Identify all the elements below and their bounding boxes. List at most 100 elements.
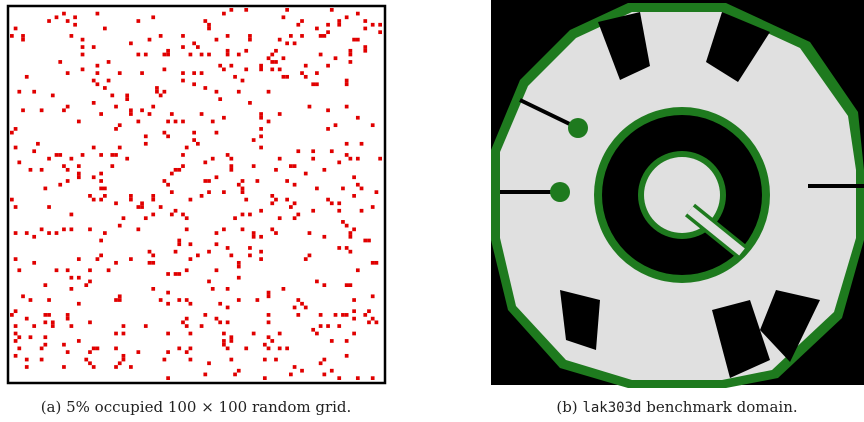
occupied-cell [374,190,379,194]
occupied-cell [266,89,271,94]
occupied-cell [274,357,278,362]
occupied-cell [207,279,211,284]
occupied-cell [341,220,345,224]
occupied-cell [50,93,55,98]
occupied-cell [117,71,122,75]
occupied-cell [39,167,44,172]
occupied-cell [184,350,189,354]
occupied-cell [292,216,297,221]
occupied-cell [222,339,226,343]
occupied-cell [188,197,193,202]
occupied-cell [39,346,44,351]
occupied-cell [155,86,159,90]
occupied-cell [13,324,18,328]
occupied-cell [73,22,77,27]
occupied-cell [285,346,289,351]
occupied-cell [129,257,133,261]
occupied-cell [248,212,252,217]
occupied-cell [106,60,111,64]
occupied-cell [47,19,51,23]
occupied-cell [13,257,18,261]
occupied-cell [207,26,211,31]
occupied-cell [95,82,100,87]
occupied-cell [99,253,103,258]
occupied-cell [76,257,81,261]
occupied-cell [13,309,18,314]
occupied-cell [188,346,193,351]
occupied-cell [274,231,278,235]
occupied-cell [181,71,185,75]
occupied-cell [13,205,18,209]
occupied-cell [17,89,22,94]
occupied-cell [270,52,275,57]
occupied-cell [91,346,96,351]
occupied-cell [80,45,85,49]
caption-a: (a) 5% occupied 100 × 100 random grid. [40,398,352,416]
occupied-cell [91,101,96,105]
occupied-cell [329,149,334,154]
occupied-cell [277,37,282,42]
occupied-cell [62,227,66,232]
occupied-cell [363,313,368,317]
occupied-cell [76,175,81,180]
occupied-cell [184,216,189,221]
occupied-cell [114,365,118,369]
occupied-cell [162,130,167,135]
occupied-cell [352,37,356,42]
occupied-cell [214,175,219,180]
occupied-cell [99,171,103,176]
occupied-cell [292,41,297,46]
occupied-cell [355,156,360,161]
occupied-cell [337,19,342,23]
occupied-cell [333,56,338,61]
occupied-cell [333,123,338,128]
occupied-cell [225,320,230,325]
occupied-cell [199,324,204,328]
occupied-cell [43,186,48,191]
occupied-cell [76,339,81,343]
occupied-cell [125,97,130,101]
occupied-cell [129,194,133,198]
occupied-cell [292,305,297,310]
occupied-cell [266,346,271,351]
occupied-cell [177,238,182,243]
occupied-cell [65,313,70,317]
occupied-cell [62,342,66,347]
occupied-cell [95,257,100,261]
occupied-cell [76,301,81,306]
occupied-cell [370,316,375,321]
occupied-cell [162,357,167,362]
occupied-cell [32,260,37,265]
occupied-cell [337,324,342,328]
occupied-cell [140,71,144,75]
occupied-cell [173,249,178,254]
occupied-cell [32,324,37,328]
occupied-cell [50,320,55,325]
occupied-cell [143,134,148,139]
occupied-cell [315,71,319,75]
occupied-cell [344,353,349,358]
occupied-cell [192,82,196,87]
occupied-cell [289,34,293,38]
occupied-cell [169,112,174,116]
occupied-cell [24,231,29,235]
occupied-cell [248,34,252,38]
occupied-cell [173,208,178,213]
occupied-cell [166,272,170,276]
occupied-cell [222,227,226,232]
occupied-cell [355,182,360,187]
occupied-cell [166,182,170,187]
occupied-cell [274,60,278,64]
occupied-cell [24,74,29,79]
occupied-cell [69,156,74,161]
occupied-cell [311,327,316,332]
occupied-cell [296,22,301,27]
occupied-cell [203,372,208,377]
occupied-cell [266,56,271,61]
occupied-cell [244,346,249,351]
occupied-cell [177,346,182,351]
occupied-cell [303,257,308,261]
occupied-cell [203,179,208,183]
occupied-cell [285,8,289,12]
occupied-cell [244,48,249,53]
